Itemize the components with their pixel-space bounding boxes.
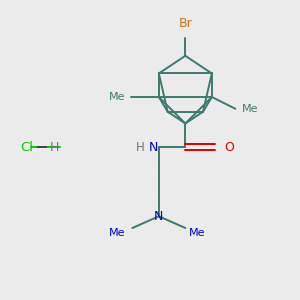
Text: H: H xyxy=(136,141,145,154)
Text: Br: Br xyxy=(178,17,192,30)
Text: N: N xyxy=(149,141,158,154)
Text: Cl: Cl xyxy=(20,141,33,154)
Text: Me: Me xyxy=(110,92,126,102)
Text: Me: Me xyxy=(242,104,258,114)
Text: O: O xyxy=(224,141,234,154)
Text: Me: Me xyxy=(110,228,126,238)
Text: N: N xyxy=(154,210,164,223)
Text: Me: Me xyxy=(189,228,206,238)
Text: H: H xyxy=(50,141,59,154)
